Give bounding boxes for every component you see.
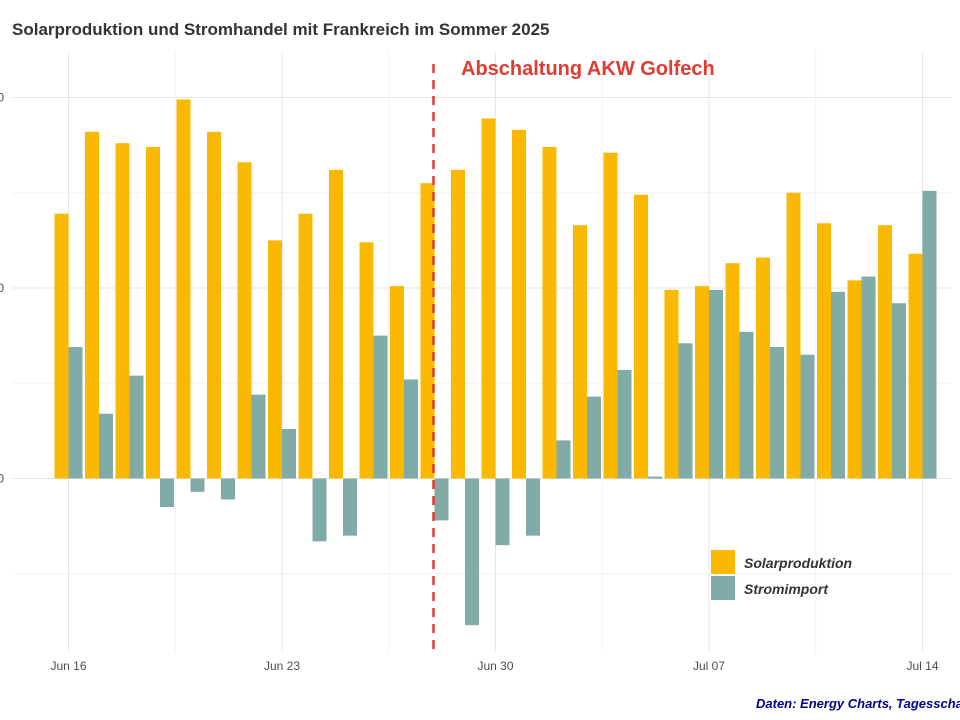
bar-solarproduktion bbox=[908, 253, 923, 479]
bar-stromimport bbox=[922, 190, 937, 479]
bar-solarproduktion bbox=[817, 223, 831, 479]
x-tick-label: Jul 14 bbox=[906, 659, 938, 673]
axis-labels: Jun 16 Jun 23 Jun 30 Jul 07 Jul 14 0 0 0 bbox=[0, 91, 939, 674]
legend-label-solar: Solarproduktion bbox=[744, 555, 852, 571]
bar-stromimport bbox=[739, 331, 754, 479]
bars bbox=[54, 99, 937, 626]
bar-stromimport bbox=[678, 343, 693, 479]
bar-stromimport bbox=[831, 291, 845, 479]
legend-label-import: Stromimport bbox=[744, 581, 829, 597]
bar-solarproduktion bbox=[786, 192, 801, 479]
bar-stromimport bbox=[465, 478, 479, 626]
bar-stromimport bbox=[434, 478, 449, 521]
bar-solarproduktion bbox=[634, 194, 648, 479]
bar-solarproduktion bbox=[329, 169, 343, 479]
bar-stromimport bbox=[160, 478, 174, 508]
legend: Solarproduktion Stromimport bbox=[711, 550, 852, 600]
event-annotation: Abschaltung AKW Golfech bbox=[461, 58, 715, 80]
bar-stromimport bbox=[800, 354, 815, 479]
bar-solarproduktion bbox=[878, 225, 892, 479]
bar-solarproduktion bbox=[207, 131, 221, 479]
bar-stromimport bbox=[617, 369, 632, 479]
bar-solarproduktion bbox=[847, 280, 862, 479]
bar-solarproduktion bbox=[542, 147, 557, 479]
bar-stromimport bbox=[709, 289, 723, 479]
bar-solarproduktion bbox=[573, 225, 587, 479]
bar-solarproduktion bbox=[390, 286, 404, 479]
bar-stromimport bbox=[648, 476, 662, 479]
bar-solarproduktion bbox=[298, 213, 313, 479]
bar-solarproduktion bbox=[420, 183, 435, 479]
y-tick-label: 0 bbox=[0, 472, 4, 486]
bar-stromimport bbox=[312, 478, 327, 542]
x-tick-label: Jul 07 bbox=[693, 659, 725, 673]
x-tick-label: Jun 30 bbox=[477, 659, 513, 673]
bar-stromimport bbox=[129, 375, 144, 479]
bar-solarproduktion bbox=[85, 131, 99, 479]
bar-stromimport bbox=[68, 347, 83, 479]
bar-stromimport bbox=[221, 478, 235, 500]
bar-solarproduktion bbox=[359, 242, 374, 479]
bar-solarproduktion bbox=[664, 289, 679, 479]
bar-stromimport bbox=[251, 394, 266, 479]
x-tick-label: Jun 23 bbox=[264, 659, 300, 673]
legend-key-solar bbox=[711, 550, 735, 574]
bar-stromimport bbox=[190, 478, 205, 492]
bar-solarproduktion bbox=[451, 169, 465, 479]
data-source-caption: Daten: Energy Charts, Tagesschau bbox=[756, 696, 960, 711]
bar-stromimport bbox=[587, 396, 601, 479]
bar-stromimport bbox=[373, 335, 388, 479]
y-tick-label: 0 bbox=[0, 91, 4, 105]
bar-solarproduktion bbox=[725, 263, 740, 479]
bar-solarproduktion bbox=[756, 257, 770, 479]
bar-solarproduktion bbox=[481, 118, 496, 479]
bar-solarproduktion bbox=[176, 99, 191, 479]
chart-title: Solarproduktion und Stromhandel mit Fran… bbox=[12, 20, 550, 39]
bar-stromimport bbox=[892, 303, 906, 479]
bar-stromimport bbox=[404, 379, 418, 479]
bar-solarproduktion bbox=[115, 143, 130, 479]
bar-solarproduktion bbox=[146, 147, 160, 479]
x-tick-label: Jun 16 bbox=[50, 659, 86, 673]
bar-stromimport bbox=[861, 276, 876, 479]
y-tick-label: 0 bbox=[0, 281, 4, 295]
bar-solarproduktion bbox=[54, 213, 69, 479]
bar-stromimport bbox=[526, 478, 540, 536]
bar-stromimport bbox=[282, 428, 296, 479]
bar-stromimport bbox=[99, 413, 113, 479]
bar-solarproduktion bbox=[695, 286, 709, 479]
bar-stromimport bbox=[770, 347, 784, 479]
bar-stromimport bbox=[343, 478, 357, 536]
bar-stromimport bbox=[556, 440, 571, 479]
legend-key-import bbox=[711, 576, 735, 600]
bar-solarproduktion bbox=[603, 152, 618, 479]
bar-solarproduktion bbox=[268, 240, 282, 479]
bar-solarproduktion bbox=[237, 162, 252, 479]
bar-solarproduktion bbox=[512, 129, 526, 479]
bar-stromimport bbox=[495, 478, 510, 546]
